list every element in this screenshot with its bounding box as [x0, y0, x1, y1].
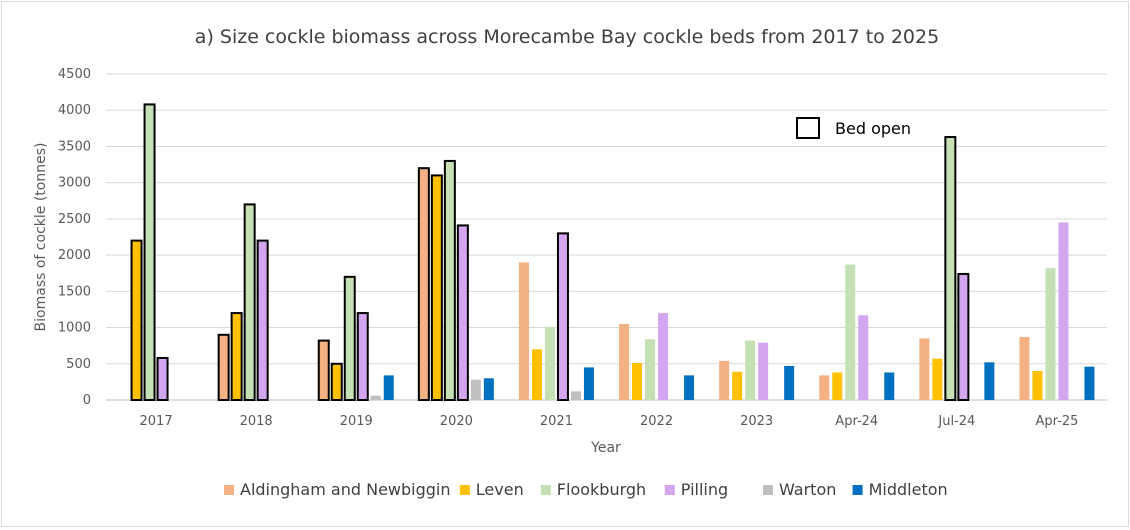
bar-warton-2019 [370, 395, 381, 400]
y-tick-labels: 0 500 1000 1500 2000 2500 3000 3500 4000 4500 [58, 67, 91, 408]
bar-aldingham-and-newbiggin-apr-25 [1019, 336, 1030, 400]
bar-middleton-2019 [383, 375, 394, 400]
bar-pilling-jul-24 [957, 272, 970, 401]
bar-leven-2022 [632, 363, 643, 400]
y-tick-label: 3000 [58, 176, 91, 191]
legend-swatch [224, 485, 234, 495]
bar-flookburgh-apr-24 [845, 264, 856, 400]
bar-middleton-2023 [784, 365, 795, 400]
bar-leven-2023 [732, 371, 743, 400]
legend-label: Warton [779, 480, 836, 499]
y-tick-label: 0 [83, 393, 91, 408]
bar-middleton-apr-24 [884, 372, 895, 400]
bar-warton-2020 [470, 379, 481, 400]
x-tick-labels: 2017 2018 2019 2020 2021 2022 2023 Apr-24 Jul-24… [140, 414, 1079, 429]
bar-pilling-2017 [156, 356, 169, 401]
bar-pilling-apr-25 [1058, 222, 1069, 400]
bar-aldingham-and-newbiggin-apr-24 [819, 375, 830, 400]
bar-middleton-apr-25 [1084, 366, 1095, 400]
bed-open-annotation: Bed open [796, 117, 911, 139]
bar-middleton-2022 [684, 375, 695, 400]
bar-pilling-2018 [256, 239, 269, 401]
bar-flookburgh-2022 [645, 339, 656, 400]
bar-flookburgh-2017 [143, 103, 156, 401]
bed-open-swatch [796, 117, 820, 139]
y-tick-label: 500 [66, 357, 91, 372]
bar-leven-2018 [230, 312, 243, 402]
y-tick-label: 1000 [58, 321, 91, 336]
bars [130, 103, 1095, 402]
bar-aldingham-and-newbiggin-2020 [417, 167, 430, 401]
bar-flookburgh-2021 [544, 326, 555, 400]
y-tick-label: 4500 [58, 67, 91, 82]
bar-flookburgh-apr-25 [1045, 268, 1056, 400]
bar-pilling-2023 [758, 342, 769, 400]
bar-aldingham-and-newbiggin-2018 [217, 333, 230, 401]
bar-pilling-2022 [658, 313, 669, 400]
bar-middleton-2021 [583, 367, 594, 400]
bar-leven-jul-24 [932, 358, 943, 400]
y-tick-label: 2500 [58, 212, 91, 227]
x-tick-label: Jul-24 [937, 414, 975, 429]
x-tick-label: 2021 [540, 414, 573, 429]
bar-leven-apr-24 [832, 372, 843, 400]
bar-aldingham-and-newbiggin-2019 [317, 339, 330, 401]
bar-leven-apr-25 [1032, 371, 1043, 400]
x-tick-label: Apr-25 [1035, 414, 1078, 429]
x-tick-label: 2022 [640, 414, 673, 429]
bar-pilling-2019 [356, 312, 369, 402]
bar-aldingham-and-newbiggin-jul-24 [919, 338, 930, 400]
bar-flookburgh-2018 [243, 203, 256, 401]
x-axis-title: Year [590, 440, 621, 456]
bar-flookburgh-jul-24 [944, 136, 957, 401]
bar-leven-2020 [430, 174, 443, 401]
bar-flookburgh-2019 [343, 275, 356, 402]
legend-label: Pilling [681, 480, 728, 499]
x-tick-label: 2020 [440, 414, 473, 429]
legend-label: Leven [476, 480, 524, 499]
bar-pilling-apr-24 [858, 315, 869, 400]
bar-flookburgh-2020 [443, 159, 456, 401]
bar-aldingham-and-newbiggin-2022 [619, 323, 630, 400]
chart-title: a) Size cockle biomass across Morecambe … [195, 26, 939, 48]
legend-label: Flookburgh [557, 480, 646, 499]
bed-open-label: Bed open [835, 119, 911, 138]
x-tick-label: 2017 [140, 414, 173, 429]
legend-swatch [540, 485, 551, 495]
bar-leven-2019 [330, 362, 343, 401]
x-tick-label: Apr-24 [835, 414, 878, 429]
y-axis-title: Biomass of cockle (tonnes) [33, 143, 49, 332]
bar-aldingham-and-newbiggin-2023 [719, 360, 730, 400]
bar-warton-2021 [570, 391, 581, 400]
legend-swatch [763, 485, 773, 495]
x-tick-label: 2018 [240, 414, 273, 429]
x-tick-label: 2019 [340, 414, 373, 429]
y-tick-label: 1500 [58, 284, 91, 299]
bar-pilling-2021 [556, 232, 569, 401]
legend-swatch [459, 485, 470, 495]
y-tick-label: 3500 [58, 139, 91, 154]
bar-leven-2021 [531, 349, 542, 400]
legend-swatch [852, 485, 863, 495]
bar-aldingham-and-newbiggin-2021 [518, 262, 529, 400]
gridlines [106, 73, 1107, 401]
bar-leven-2017 [130, 239, 143, 401]
y-tick-label: 4000 [58, 103, 91, 118]
bar-flookburgh-2023 [745, 340, 756, 400]
legend-label: Aldingham and Newbiggin [240, 480, 451, 499]
legend: Aldingham and Newbiggin Leven Flookburgh Pi… [224, 480, 948, 499]
legend-label: Middleton [869, 480, 948, 499]
y-tick-label: 2000 [58, 248, 91, 263]
legend-swatch [664, 485, 675, 495]
bar-middleton-2020 [483, 378, 494, 400]
x-tick-label: 2023 [740, 414, 773, 429]
bar-middleton-jul-24 [984, 362, 995, 400]
bar-pilling-2020 [456, 224, 469, 401]
